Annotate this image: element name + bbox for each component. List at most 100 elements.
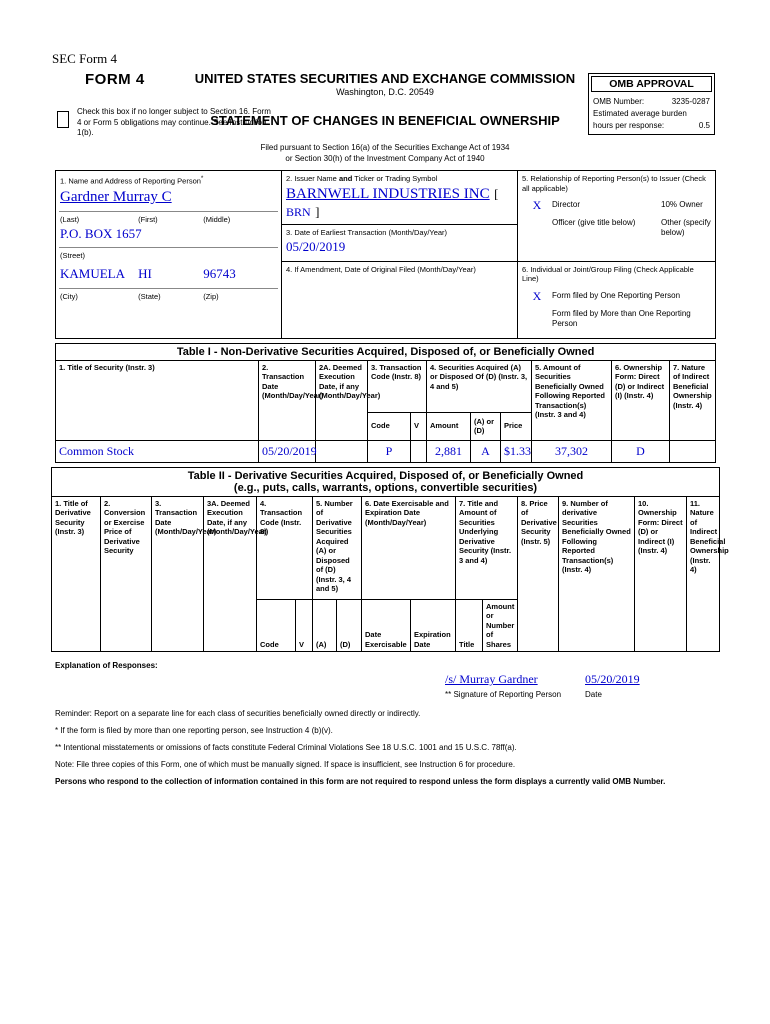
th2-underlying-title: Title [455,598,483,652]
relationship-cell: 5. Relationship of Reporting Person(s) t… [517,170,716,262]
persons-respond-text: Persons who respond to the collection of… [55,777,666,786]
relationship-label: 5. Relationship of Reporting Person(s) t… [522,174,706,193]
th2-conversion-price: 2. Conversion or Exercise Price of Deriv… [100,495,152,652]
filing-type-cell: 6. Individual or Joint/Group Filing (Che… [517,260,716,339]
cell-deemed-execution [315,439,368,463]
cell-code: P [367,439,411,463]
no-longer-subject-block: Check this box if no longer subject to S… [55,107,290,139]
reporting-person-name-link[interactable]: Gardner Murray C [60,189,172,205]
filed-line-1: Filed pursuant to Section 16(a) of the S… [260,143,510,152]
th-deemed-execution-date: 2A. Deemed Execution Date, if any (Month… [315,359,380,441]
ten-percent-option: 10% Owner [661,200,703,209]
commission-city: Washington, D.C. 20549 [336,87,434,97]
no-longer-subject-text: Check this box if no longer subject to S… [77,107,271,137]
state-label: (State) [138,291,161,301]
signature-value: /s/ Murray Gardner [445,672,538,686]
th-title-of-security: 1. Title of Security (Instr. 3) [55,359,259,441]
th2-deemed-execution: 3A. Deemed Execution Date, if any (Month… [203,495,268,652]
table2-title-line2: (e.g., puts, calls, warrants, options, c… [233,481,538,494]
th2-expiration-date: Expiration Date [410,598,456,652]
issuer-label: 2. Issuer Name and Ticker or Trading Sym… [286,174,438,183]
th2-number-owned-following: 9. Number of derivative Securities Benef… [558,495,635,652]
signature-date-value: 05/20/2019 [585,672,640,686]
th-nature-indirect: 7. Nature of Indirect Beneficial Ownersh… [668,359,717,441]
note-text: Note: File three copies of this Form, on… [55,760,516,769]
table2-derivative: Table II - Derivative Securities Acquire… [50,466,729,653]
cell-transaction-date: 05/20/2019 [258,439,317,463]
no-longer-subject-checkbox[interactable] [57,111,69,128]
director-checkmark[interactable]: X [532,198,542,212]
th2-date-exercisable-expiration: 6. Date Exercisable and Expiration Date … [361,495,456,600]
footnote-2: ** Intentional misstatements or omission… [55,743,517,752]
street-value: P.O. BOX 1657 [60,226,142,241]
earliest-transaction-label: 3. Date of Earliest Transaction (Month/D… [286,227,448,237]
table1-title: Table I - Non-Derivative Securities Acqu… [54,342,717,361]
ticker-bracket-close: ] [315,203,320,219]
divider [59,211,278,212]
cell-ownership-form: D [611,439,670,463]
earliest-transaction-date: 05/20/2019 [286,239,346,254]
reporting-person-cell: 1. Name and Address of Reporting Person*… [55,170,282,339]
omb-burden-value: 0.5 [698,121,710,130]
cell-nature [668,439,717,463]
th2-transaction-code: 4. Transaction Code (Instr. 8) [256,495,313,600]
cell-v [410,439,427,463]
footnote-1: * If the form is filed by more than one … [55,726,333,735]
ticker-link[interactable]: BRN [286,204,311,219]
divider [59,287,278,289]
date-label: Date [585,690,602,699]
name-part-labels: (Last) (First) (Middle) [60,215,277,224]
signature-label: ** Signature of Reporting Person [445,690,562,699]
relationship-options: X Director 10% Owner Officer (give title… [522,198,711,238]
th2-number-acquired-disposed: 5. Number of Derivative Securities Acqui… [312,495,362,600]
commission-title: UNITED STATES SECURITIES AND EXCHANGE CO… [194,71,576,86]
form-header: SEC Form 4 FORM 4 UNITED STATES SECURITI… [52,45,715,170]
officer-checkmark[interactable] [522,218,552,238]
th2-ownership-form: 10. Ownership Form: Direct (D) or Indire… [634,495,687,652]
ticker-bracket-open: [ [494,185,499,201]
th2-code: Code [256,598,296,652]
th-transaction-code: 3. Transaction Code (Instr. 8) [367,359,427,413]
th2-title-amount-underlying: 7. Title and Amount of Securities Underl… [455,495,518,600]
other-option: Other (specify below) [661,218,711,237]
omb-approval-title: OMB APPROVAL [591,76,712,92]
amendment-cell: 4. If Amendment, Date of Original Filed … [281,260,518,339]
th-transaction-date: 2. Transaction Date (Month/Day/Year) [258,359,323,441]
omb-burden-row-1: Estimated average burden [591,108,712,120]
th2-date-exercisable: Date Exercisable [361,598,411,652]
one-person-checkmark[interactable]: X [532,288,542,303]
last-label: (Last) [60,215,80,224]
zip-label: (Zip) [203,291,219,301]
filed-line-2: or Section 30(h) of the Investment Compa… [285,154,485,163]
issuer-name-link[interactable]: BARNWELL INDUSTRIES INC [286,185,490,202]
table2-title-line1: Table II - Derivative Securities Acquire… [187,469,584,482]
cell-price: $1.33 [500,439,532,463]
reminder-text: Reminder: Report on a separate line for … [55,709,421,718]
th-code: Code [367,411,411,441]
earliest-transaction-cell: 3. Date of Earliest Transaction (Month/D… [281,223,518,262]
statement-title: STATEMENT OF CHANGES IN BENEFICIAL OWNER… [210,113,560,128]
more-person-checkmark[interactable] [522,309,552,329]
omb-approval-box: OMB APPROVAL OMB Number: 3235-0287 Estim… [588,73,715,135]
th2-nature-indirect: 11. Nature of Indirect Beneficial Owners… [685,495,729,652]
officer-option: Officer (give title below) [552,218,636,227]
city-value: KAMUELA [60,265,125,281]
other-checkmark[interactable] [647,218,661,238]
ten-percent-checkmark[interactable] [647,200,661,210]
explanation-label: Explanation of Responses: [55,661,158,670]
amendment-label: 4. If Amendment, Date of Original Filed … [286,264,476,274]
th-securities-acquired-disposed: 4. Securities Acquired (A) or Disposed O… [426,359,532,413]
one-person-option: Form filed by One Reporting Person [552,290,681,300]
form-footer: Explanation of Responses: /s/ Murray Gar… [55,661,715,787]
city-state-zip-labels: (City) (State) (Zip) [60,292,277,301]
omb-number-label: OMB Number: [593,97,645,106]
th2-transaction-date: 3. Transaction Date (Month/Day/Year) [151,495,216,652]
th-ownership-form: 6. Ownership Form: Direct (D) or Indirec… [611,359,670,441]
state-value: HI [138,265,152,281]
cell-owned-following: 37,302 [531,439,612,463]
omb-number-value: 3235-0287 [671,97,710,106]
filed-pursuant-text: Filed pursuant to Section 16(a) of the S… [155,142,615,164]
reporting-person-label-sup: * [200,175,204,182]
table2-title: Table II - Derivative Securities Acquire… [50,466,721,497]
